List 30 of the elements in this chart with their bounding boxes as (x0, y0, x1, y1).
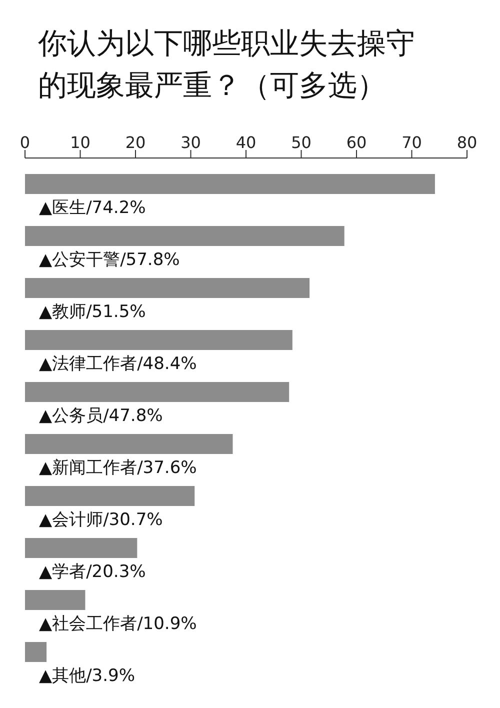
chart-title: 你认为以下哪些职业失去操守的现象最严重？（可多选） (38, 25, 416, 104)
y-tick-label: ▲新闻工作者/37.6% (39, 458, 197, 478)
bar (25, 538, 138, 558)
y-tick-label: ▲学者/20.3% (39, 562, 146, 582)
bar (25, 330, 292, 350)
y-tick-label: ▲教师/51.5% (39, 302, 146, 322)
y-tick-label: ▲会计师/30.7% (39, 510, 163, 530)
y-tick-label: ▲社会工作者/10.9% (39, 614, 197, 634)
x-tick-label: 0 (20, 133, 30, 152)
x-tick-label: 30 (180, 133, 201, 152)
y-tick-label: ▲医生/74.2% (39, 198, 146, 218)
y-tick-label: ▲公务员/47.8% (39, 406, 163, 426)
x-tick-label: 60 (346, 133, 367, 152)
x-tick-label: 70 (402, 133, 422, 152)
bar (25, 486, 195, 506)
bar (25, 226, 344, 246)
y-tick-label: ▲法律工作者/48.4% (39, 354, 197, 374)
y-tick-label: ▲公安干警/57.8% (39, 250, 180, 270)
x-tick-label: 50 (291, 133, 312, 152)
x-tick-label: 80 (456, 133, 478, 152)
x-tick-label: 40 (236, 133, 256, 152)
x-tick-label: 10 (70, 133, 90, 152)
bar (25, 434, 233, 454)
bar (25, 590, 86, 610)
bar (25, 174, 435, 194)
y-tick-label: ▲其他/3.9% (39, 666, 135, 686)
x-tick-label: 20 (125, 133, 146, 152)
bar (25, 278, 310, 298)
bar (25, 642, 47, 662)
bar (25, 382, 290, 402)
